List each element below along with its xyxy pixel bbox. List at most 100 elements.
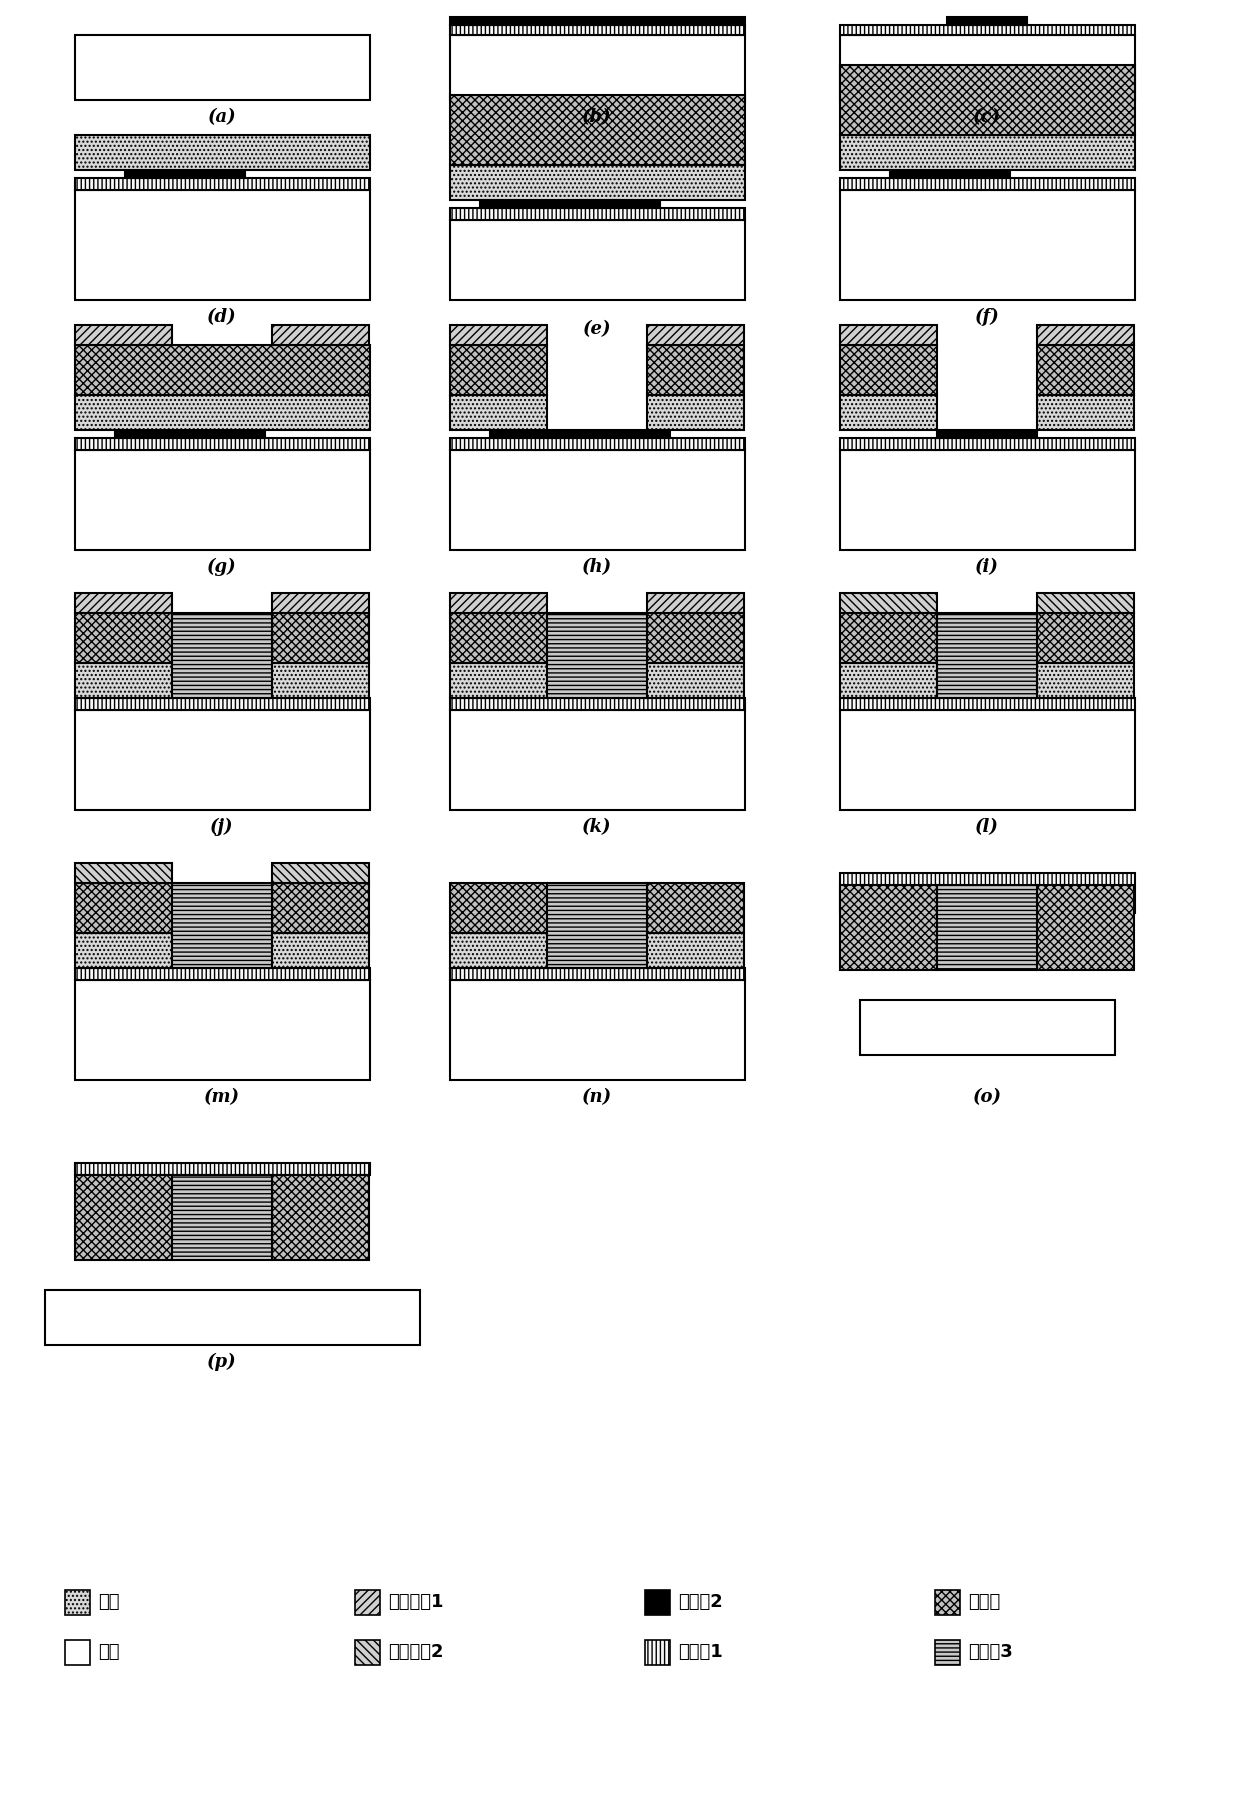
Bar [839, 450, 1135, 550]
Text: (a): (a) [207, 108, 237, 126]
Bar [839, 885, 937, 969]
Bar [647, 883, 744, 933]
Text: (f): (f) [975, 308, 999, 326]
Bar [839, 324, 937, 344]
Bar [450, 980, 745, 1079]
Bar [74, 1162, 370, 1175]
Bar [647, 593, 744, 613]
Bar [450, 593, 547, 613]
Text: (k): (k) [583, 818, 611, 836]
Bar [839, 872, 1135, 914]
Bar [1037, 395, 1135, 431]
Text: 刻蚀掩膜2: 刻蚀掩膜2 [388, 1643, 444, 1661]
Bar [839, 697, 1135, 710]
Text: (o): (o) [972, 1088, 1002, 1106]
Bar [839, 395, 937, 431]
Text: (p): (p) [207, 1353, 237, 1371]
Bar [74, 438, 370, 450]
Text: (i): (i) [975, 559, 999, 577]
Bar [74, 613, 172, 663]
Bar [450, 344, 547, 395]
Bar [839, 178, 1135, 189]
Bar [839, 25, 1135, 34]
Bar [74, 710, 370, 811]
Bar [355, 1589, 379, 1615]
Bar [1037, 663, 1135, 697]
Bar [937, 613, 1037, 697]
Bar [74, 189, 370, 299]
Text: (j): (j) [211, 818, 234, 836]
Bar [74, 1175, 172, 1260]
Bar [1037, 324, 1135, 344]
Bar [450, 933, 547, 968]
Text: (c): (c) [973, 108, 1001, 126]
Text: 聚合物: 聚合物 [968, 1593, 1001, 1611]
Bar [450, 220, 745, 299]
Text: (m): (m) [205, 1088, 241, 1106]
Bar [74, 883, 172, 933]
Bar [450, 968, 745, 980]
Bar [450, 710, 745, 811]
Bar [64, 1589, 91, 1615]
Text: (b): (b) [583, 108, 611, 126]
Bar [272, 863, 370, 883]
Bar [861, 1000, 1115, 1054]
Bar [490, 431, 670, 438]
Bar [647, 663, 744, 697]
Bar [172, 613, 272, 697]
Bar [450, 324, 547, 344]
Text: 刻蚀掩膜1: 刻蚀掩膜1 [388, 1593, 444, 1611]
Bar [272, 933, 370, 968]
Bar [937, 885, 1037, 969]
Bar [839, 344, 937, 395]
Bar [272, 1175, 370, 1260]
Bar [839, 613, 937, 663]
Bar [115, 431, 265, 438]
Bar [547, 613, 647, 697]
Bar [480, 200, 660, 207]
Bar [450, 663, 547, 697]
Bar [450, 450, 745, 550]
Bar [839, 65, 1135, 135]
Bar [647, 933, 744, 968]
Bar [450, 16, 745, 25]
Bar [839, 34, 1135, 99]
Text: 基片: 基片 [98, 1593, 119, 1611]
Bar [74, 863, 172, 883]
Text: (h): (h) [582, 559, 613, 577]
Bar [935, 1589, 960, 1615]
Bar [74, 344, 370, 395]
Bar [1037, 593, 1135, 613]
Bar [74, 395, 370, 431]
Bar [74, 933, 172, 968]
Bar [74, 593, 172, 613]
Bar [172, 883, 272, 968]
Bar [647, 344, 744, 395]
Bar [450, 613, 547, 663]
Bar [1037, 613, 1135, 663]
Bar [450, 96, 745, 166]
Bar [647, 395, 744, 431]
Bar [937, 431, 1037, 438]
Bar [450, 34, 745, 99]
Bar [272, 663, 370, 697]
Bar [272, 593, 370, 613]
Bar [547, 883, 647, 968]
Bar [64, 1640, 91, 1665]
Bar [450, 25, 745, 34]
Bar [645, 1589, 670, 1615]
Bar [74, 135, 370, 169]
Bar [272, 883, 370, 933]
Text: (g): (g) [207, 559, 237, 577]
Bar [1037, 344, 1135, 395]
Bar [74, 663, 172, 697]
Bar [74, 450, 370, 550]
Bar [839, 135, 1135, 169]
Bar [74, 324, 172, 344]
Bar [839, 663, 937, 697]
Bar [355, 1640, 379, 1665]
Bar [645, 1640, 670, 1665]
Bar [450, 166, 745, 200]
Bar [450, 207, 745, 220]
Bar [45, 1290, 420, 1344]
